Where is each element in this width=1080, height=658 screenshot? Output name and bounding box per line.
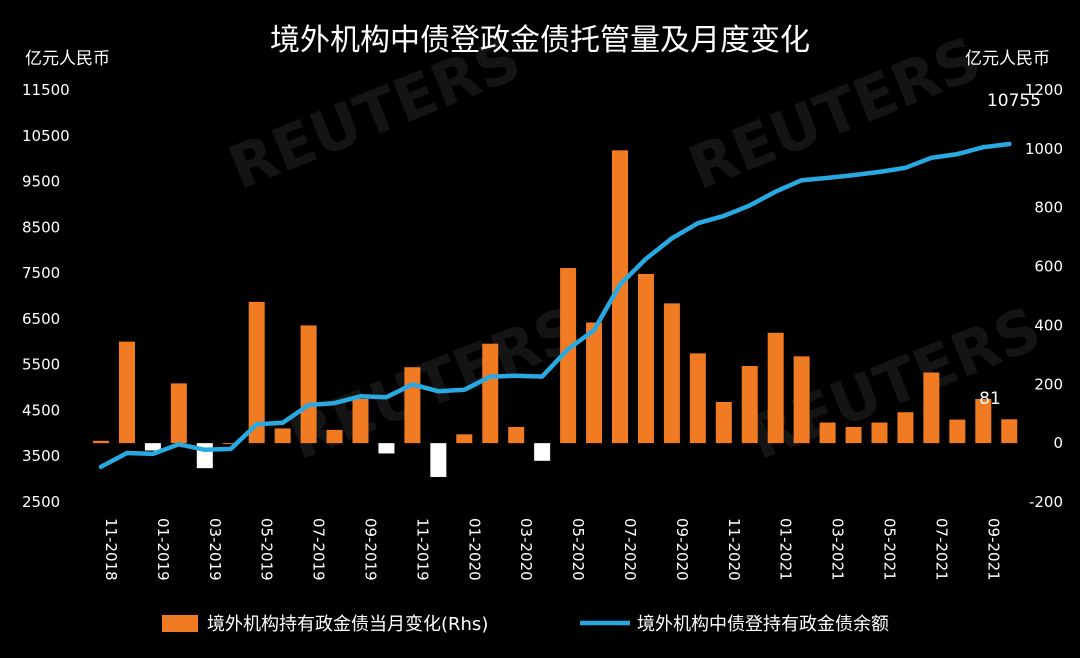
bar-series: [93, 150, 1018, 477]
left-tick-label: 7500: [22, 264, 60, 282]
bar: [248, 301, 265, 444]
bar: [404, 367, 421, 444]
bar: [144, 443, 161, 451]
bar: [793, 356, 810, 444]
left-tick-label: 2500: [22, 493, 60, 511]
x-tick-label: 05-2021: [881, 518, 899, 581]
bar: [741, 366, 758, 444]
left-axis-unit: 亿元人民币: [25, 49, 110, 69]
bar: [560, 268, 577, 444]
bar: [274, 428, 291, 444]
bar: [845, 426, 862, 444]
left-tick-label: 3500: [22, 447, 60, 465]
bar: [378, 443, 395, 454]
bar: [975, 399, 992, 444]
bar: [689, 353, 706, 444]
legend: 境外机构持有政金债当月变化(Rhs) 境外机构中债登持有政金债余额: [162, 614, 889, 635]
left-tick-label: 11500: [22, 81, 70, 99]
bar: [1001, 419, 1018, 444]
x-tick-label: 03-2019: [206, 518, 224, 581]
x-tick-label: 11-2019: [413, 518, 431, 581]
bar-end-label: 81: [979, 389, 1001, 409]
bar: [326, 429, 343, 444]
left-tick-label: 10500: [22, 127, 70, 145]
bar: [586, 322, 603, 444]
line-series: [98, 141, 1012, 470]
x-tick-label: 01-2021: [777, 518, 795, 581]
bar: [637, 273, 654, 444]
x-tick-label: 09-2019: [362, 518, 380, 581]
bar: [715, 401, 732, 444]
bar: [819, 422, 836, 444]
chart-title: 境外机构中债登政金债托管量及月度变化: [270, 23, 810, 58]
bar: [534, 443, 551, 461]
x-tick-label: 07-2020: [621, 518, 639, 581]
x-tick-label: 05-2019: [258, 518, 276, 581]
x-tick-label: 03-2021: [829, 518, 847, 581]
right-tick-label: -200: [1029, 493, 1063, 511]
x-tick-label: 09-2021: [984, 518, 1002, 581]
bar: [93, 440, 109, 444]
right-tick-label: 200: [1034, 375, 1063, 393]
x-tick-label: 11-2020: [725, 518, 743, 581]
left-axis-ticks: 11500 10500 9500 8500 7500 6500 5500 4500 3500 25…: [22, 81, 70, 511]
x-tick-label: 01-2019: [154, 518, 172, 581]
bar: [118, 341, 135, 444]
bar: [300, 325, 317, 444]
bar: [352, 399, 369, 444]
x-tick-label: 01-2020: [465, 518, 483, 581]
legend-label-line: 境外机构中债登持有政金债余额: [637, 614, 889, 635]
bar: [612, 150, 628, 444]
left-tick-label: 9500: [22, 173, 60, 191]
x-tick-label: 07-2019: [310, 518, 328, 581]
bar: [897, 412, 914, 444]
right-tick-label: 600: [1034, 258, 1063, 276]
left-tick-label: 4500: [22, 401, 60, 419]
left-tick-label: 6500: [22, 310, 60, 328]
right-axis-ticks: 1200 1000 800 600 400 200 0 -200: [1025, 81, 1063, 511]
x-tick-label: 07-2021: [932, 518, 950, 581]
right-tick-label: 1200: [1025, 81, 1063, 99]
x-tick-label: 03-2020: [517, 518, 535, 581]
bar: [663, 303, 680, 444]
bar: [430, 443, 447, 477]
bar: [170, 383, 187, 444]
bar: [508, 426, 525, 444]
bar: [456, 434, 473, 444]
right-tick-label: 0: [1053, 434, 1063, 452]
x-tick-label: 09-2020: [673, 518, 691, 581]
left-tick-label: 8500: [22, 218, 60, 236]
bar: [222, 443, 239, 445]
line-end-label: 10755: [987, 91, 1041, 111]
bar: [482, 343, 499, 444]
x-tick-label: 05-2020: [569, 518, 587, 581]
right-tick-label: 1000: [1025, 140, 1063, 158]
bar: [923, 372, 940, 444]
x-axis-ticks: 11-2018 01-2019 03-2019 05-2019 07-2019 09-20…: [102, 518, 1002, 581]
bar: [949, 419, 966, 444]
left-tick-label: 5500: [22, 356, 60, 374]
x-tick-label: 11-2018: [102, 518, 120, 581]
right-axis-unit: 亿元人民币: [965, 49, 1050, 69]
bar: [871, 422, 888, 444]
right-tick-label: 800: [1034, 199, 1063, 217]
right-tick-label: 400: [1034, 316, 1063, 334]
legend-label-bar: 境外机构持有政金债当月变化(Rhs): [207, 614, 488, 635]
legend-swatch-bar: [162, 615, 198, 632]
bar: [767, 332, 784, 444]
